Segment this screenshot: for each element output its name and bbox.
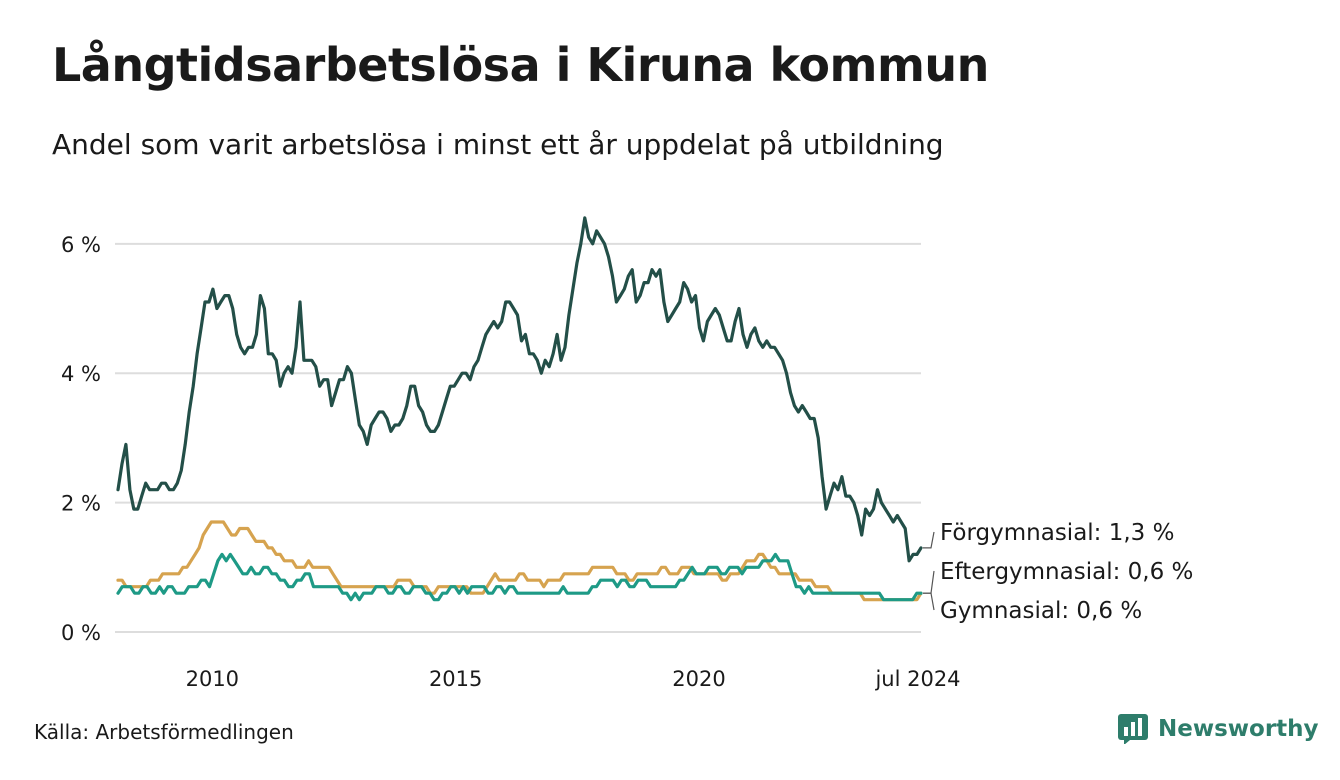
x-tick-label: 2020 [672,667,725,691]
x-tick-label: jul 2024 [874,667,960,691]
leader-line [923,592,935,611]
x-tick-label: 2010 [186,667,239,691]
series-line-förgymnasial [116,216,923,563]
series-label-eftergymnasial: Eftergymnasial: 0,6 % [940,559,1193,585]
y-tick-label: 2 % [61,492,101,516]
chart-subtitle: Andel som varit arbetslösa i minst ett å… [52,128,944,161]
newsworthy-logo-icon [1118,714,1148,744]
y-tick-label: 0 % [61,621,101,645]
x-tick-label: 2015 [429,667,482,691]
leader-line [923,570,935,594]
leader-line [923,531,935,549]
source-note: Källa: Arbetsförmedlingen [34,720,294,744]
y-tick-label: 4 % [61,362,101,386]
series-label-gymnasial: Gymnasial: 0,6 % [940,598,1142,624]
brand-logo[interactable]: Newsworthy [1118,714,1319,744]
chart-title: Långtidsarbetslösa i Kiruna kommun [52,38,989,92]
series-line-eftergymnasial [116,520,923,602]
y-tick-label: 6 % [61,233,101,257]
brand-name: Newsworthy [1158,716,1319,742]
series-line-gymnasial [116,552,923,602]
series-label-förgymnasial: Förgymnasial: 1,3 % [940,520,1174,546]
